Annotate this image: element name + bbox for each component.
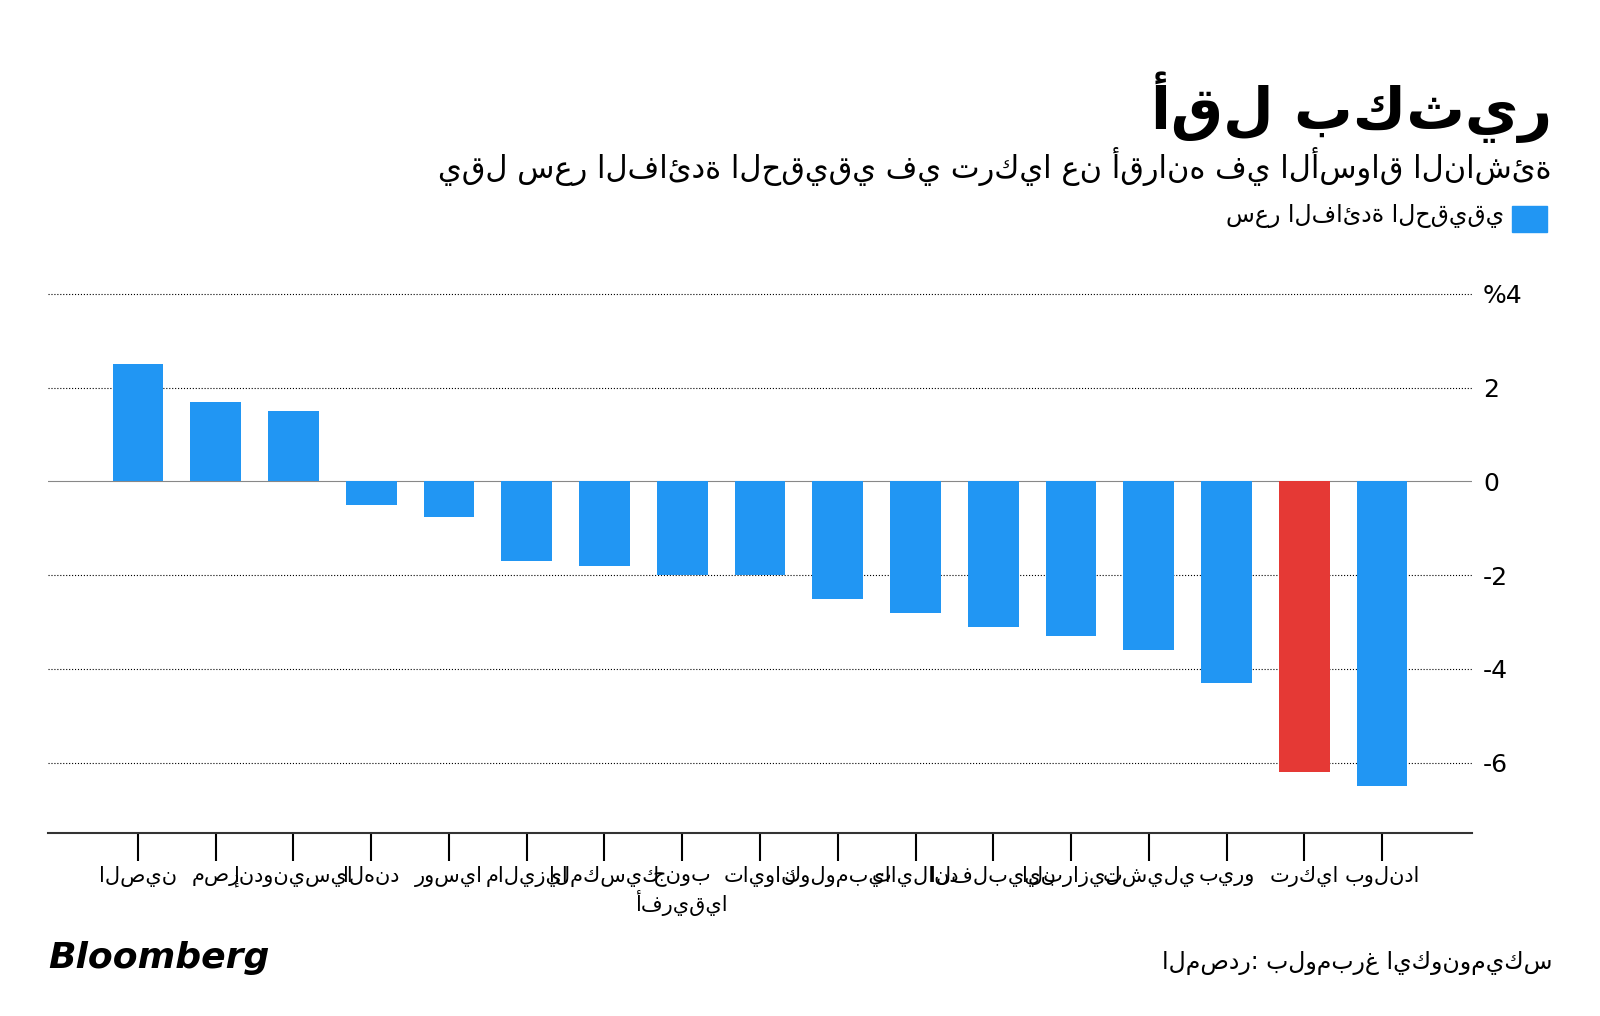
Bar	[1202, 482, 1251, 683]
Text: يقل سعر الفائدة الحقيقي في تركيا عن أقرانه في الأسواق الناشئة: يقل سعر الفائدة الحقيقي في تركيا عن أقرا…	[438, 147, 1552, 186]
Text: المصدر: بلومبرغ ايكونوميكس: المصدر: بلومبرغ ايكونوميكس	[1162, 951, 1552, 975]
Bar	[112, 364, 163, 482]
Bar	[1357, 482, 1408, 786]
Bar	[1046, 482, 1096, 636]
Bar	[579, 482, 630, 566]
Text: أقل بكثير: أقل بكثير	[1150, 71, 1552, 142]
Bar	[658, 482, 707, 575]
Text: سعر الفائدة الحقيقي: سعر الفائدة الحقيقي	[1226, 204, 1504, 229]
Bar	[346, 482, 397, 505]
Bar	[501, 482, 552, 561]
Bar	[890, 482, 941, 613]
Bar	[1278, 482, 1330, 772]
Bar	[813, 482, 862, 598]
Bar	[1123, 482, 1174, 650]
Bar	[968, 482, 1019, 627]
Bar	[190, 401, 242, 482]
Text: Bloomberg: Bloomberg	[48, 942, 269, 975]
Bar	[269, 411, 318, 482]
Bar	[734, 482, 786, 575]
Bar	[424, 482, 474, 516]
